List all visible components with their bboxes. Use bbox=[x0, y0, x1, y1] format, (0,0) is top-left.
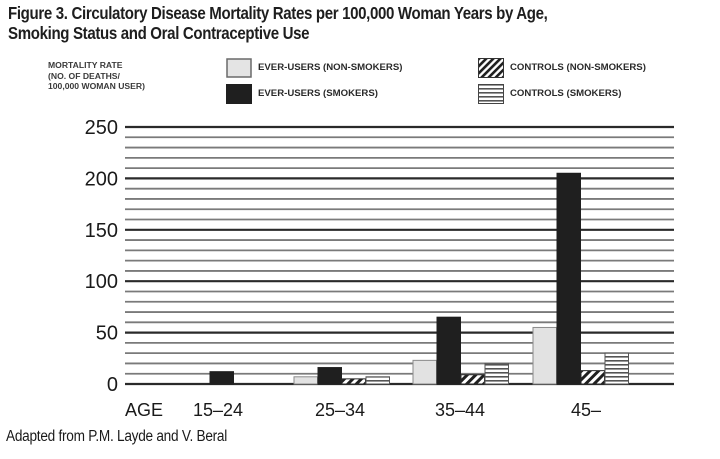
legend-label: EVER-USERS (SMOKERS) bbox=[258, 88, 378, 99]
bar-solid-3 bbox=[556, 172, 581, 385]
x-tick-label: 35–44 bbox=[434, 400, 486, 420]
bars bbox=[209, 172, 629, 385]
x-tick-label: 15–24 bbox=[192, 400, 244, 420]
y-axis-label-line-2: (NO. OF DEATHS/ bbox=[48, 70, 120, 81]
x-tick-label: 45– bbox=[570, 400, 602, 420]
bar-diagonal-1 bbox=[341, 378, 366, 385]
legend-item-ever-users-non-smokers: EVER-USERS (NON-SMOKERS) bbox=[226, 58, 402, 78]
bar-diagonal-2 bbox=[460, 374, 485, 385]
chart-title: Figure 3. Circulatory Disease Mortality … bbox=[8, 3, 548, 43]
bar-light-2 bbox=[412, 359, 437, 385]
legend-swatch-diagonal-icon bbox=[478, 58, 504, 78]
bar-horizontal-1 bbox=[365, 376, 390, 385]
legend-label: CONTROLS (NON-SMOKERS) bbox=[510, 62, 646, 73]
y-axis-label-line-3: 100,000 WOMAN USER) bbox=[48, 81, 145, 91]
y-tick-label: 100 bbox=[85, 271, 118, 293]
gridlines bbox=[125, 125, 674, 386]
bar-horizontal-2 bbox=[484, 362, 509, 385]
x-tick-label: 25–34 bbox=[314, 400, 366, 420]
bar-diagonal-3 bbox=[580, 370, 605, 385]
y-tick-label: 150 bbox=[85, 220, 118, 242]
bar-solid-0 bbox=[209, 371, 234, 385]
bar-solid-2 bbox=[436, 316, 461, 385]
legend-label: CONTROLS (SMOKERS) bbox=[510, 88, 622, 99]
x-axis-label: AGE bbox=[125, 400, 164, 420]
bar-light-3 bbox=[532, 326, 557, 385]
legend-label: EVER-USERS (NON-SMOKERS) bbox=[258, 62, 403, 73]
legend-item-ever-users-smokers: EVER-USERS (SMOKERS) bbox=[226, 84, 378, 104]
y-tick-labels: 0 50 100 150 200 250 bbox=[85, 117, 118, 396]
legend-swatch-solid-icon bbox=[226, 84, 252, 104]
y-tick-label: 0 bbox=[107, 374, 118, 396]
bar-light-1 bbox=[293, 376, 318, 385]
legend-swatch-horizontal-icon bbox=[478, 84, 504, 104]
y-tick-label: 50 bbox=[96, 323, 118, 345]
y-axis-label: MORTALITY RATE (NO. OF DEATHS/ 100,000 W… bbox=[48, 60, 145, 92]
legend-item-controls-smokers: CONTROLS (SMOKERS) bbox=[478, 84, 621, 104]
legend-swatch-light-icon bbox=[226, 58, 252, 78]
source-note: Adapted from P.M. Layde and V. Beral bbox=[6, 428, 228, 445]
chart-title-line-2: Smoking Status and Oral Contraceptive Us… bbox=[8, 23, 310, 43]
bar-solid-1 bbox=[317, 367, 342, 385]
y-tick-label: 250 bbox=[85, 117, 118, 139]
y-tick-label: 200 bbox=[85, 168, 118, 190]
y-axis-label-line-1: MORTALITY RATE bbox=[48, 60, 123, 70]
chart-title-line-1: Figure 3. Circulatory Disease Mortality … bbox=[8, 3, 548, 23]
bar-horizontal-3 bbox=[604, 352, 629, 385]
legend-item-controls-non-smokers: CONTROLS (NON-SMOKERS) bbox=[478, 58, 646, 78]
